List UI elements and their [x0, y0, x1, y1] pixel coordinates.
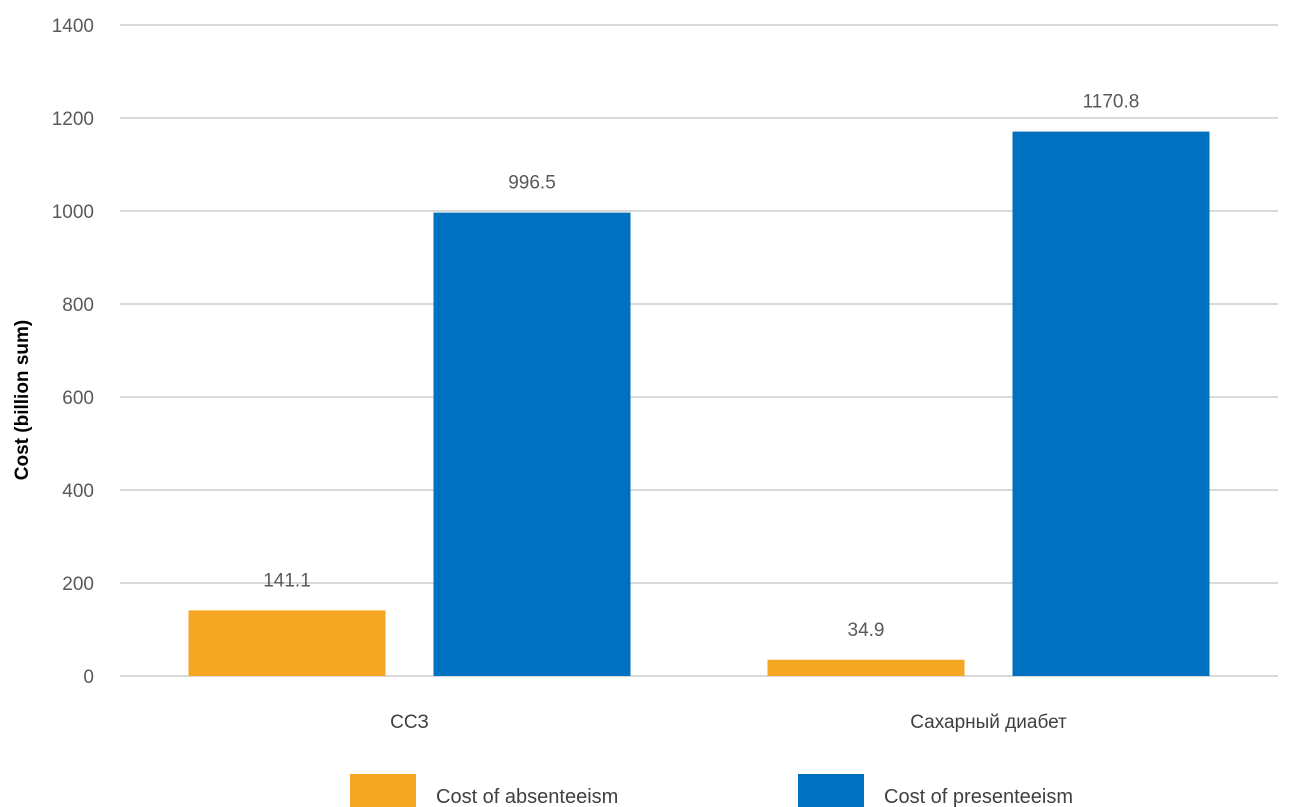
legend: Cost of absenteeism Cost of presenteeism: [350, 774, 1073, 807]
y-tick-label: 0: [83, 667, 94, 688]
y-tick-label: 1200: [52, 109, 94, 130]
legend-swatch: [350, 774, 416, 807]
legend-label: Cost of absenteeism: [436, 786, 618, 807]
data-labels: 141.1 996.5 34.9 1170.8: [263, 92, 1139, 641]
y-tick-label: 400: [62, 481, 94, 502]
data-label: 996.5: [508, 173, 556, 194]
bars: [188, 131, 1210, 676]
y-axis-label: Cost (billion sum): [12, 320, 33, 480]
y-tick-label: 600: [62, 388, 94, 409]
bar-absenteeism: [767, 659, 965, 676]
y-tick-label: 800: [62, 295, 94, 316]
bar-absenteeism: [188, 610, 386, 676]
legend-swatch: [798, 774, 864, 807]
x-axis-categories: ССЗ Сахарный диабет: [390, 712, 1067, 733]
data-label: 141.1: [263, 570, 311, 591]
y-tick-label: 200: [62, 574, 94, 595]
x-category-label: Сахарный диабет: [910, 712, 1067, 733]
y-axis-ticks: 0 200 400 600 800 1000 1200 1400: [52, 16, 94, 688]
y-tick-label: 1000: [52, 202, 94, 223]
x-category-label: ССЗ: [390, 712, 429, 733]
gridlines: [120, 24, 1278, 677]
legend-label: Cost of presenteeism: [884, 786, 1073, 807]
y-tick-label: 1400: [52, 16, 94, 37]
bar-presenteeism: [1012, 131, 1210, 676]
data-label: 34.9: [848, 620, 885, 641]
bar-presenteeism: [433, 212, 631, 676]
data-label: 1170.8: [1083, 92, 1140, 113]
